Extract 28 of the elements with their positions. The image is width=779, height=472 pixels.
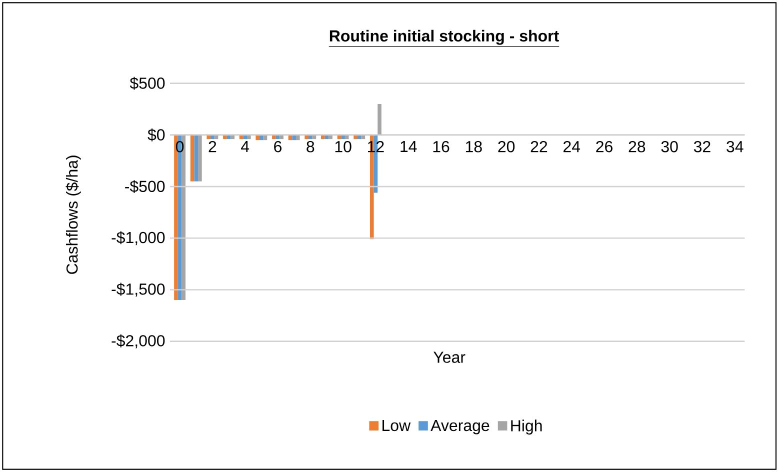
- x-tick-label: 8: [306, 140, 314, 152]
- legend-label: Average: [430, 420, 490, 434]
- x-tick-label: 20: [498, 140, 515, 152]
- y-tick-label: -$500: [125, 180, 165, 194]
- y-tick-label: -$1,500: [112, 282, 165, 297]
- legend-label: High: [511, 420, 542, 435]
- x-tick-label: 6: [274, 140, 282, 152]
- x-tick-label: 34: [726, 140, 744, 152]
- x-tick-label: 2: [208, 140, 216, 152]
- x-tick-label: 30: [661, 140, 678, 152]
- x-axis-title: Year: [434, 352, 466, 363]
- chart-title: Routine initial stocking - short: [330, 30, 559, 45]
- x-tick-label: 18: [466, 140, 482, 152]
- y-tick-label: $0: [148, 128, 165, 142]
- y-tick-label: $500: [130, 76, 165, 90]
- x-tick-label: 32: [694, 140, 710, 152]
- y-axis-title: Cashflows ($/ha): [66, 156, 81, 274]
- x-tick-label: 24: [564, 140, 580, 152]
- y-tick-label: -$1,000: [112, 231, 165, 246]
- x-tick-label: 4: [241, 140, 250, 152]
- y-tick-label: -$2,000: [112, 334, 165, 348]
- x-tick-label: 10: [335, 140, 352, 152]
- x-tick-label: 26: [596, 140, 612, 152]
- legend-label: Low: [382, 420, 411, 432]
- x-tick-label: 22: [530, 140, 548, 152]
- x-tick-label: 16: [433, 140, 450, 152]
- x-tick-label: 28: [628, 140, 646, 152]
- x-tick-label: 14: [400, 140, 417, 152]
